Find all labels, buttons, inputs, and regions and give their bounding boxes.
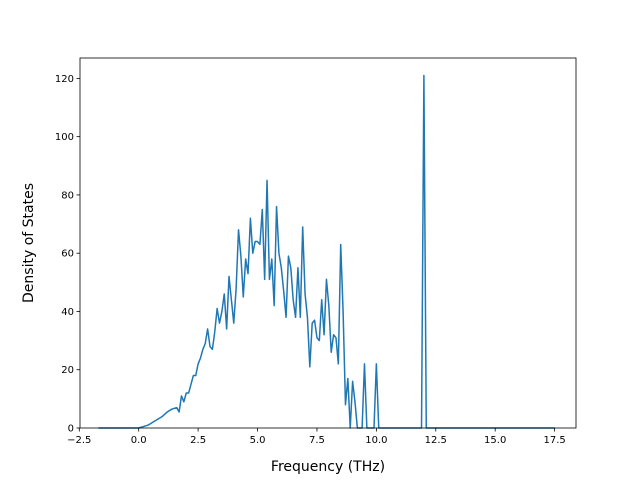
y-tick-label: 120 [55, 74, 74, 85]
y-tick-label: 20 [61, 365, 74, 376]
x-tick-label: 17.5 [543, 435, 565, 446]
plot-area [80, 58, 576, 428]
x-tick-label: 7.5 [309, 435, 325, 446]
x-tick-label: 15.0 [484, 435, 506, 446]
x-tick-label: 5.0 [250, 435, 266, 446]
x-axis-label: Frequency (THz) [271, 459, 385, 475]
x-tick-label: −2.5 [67, 435, 91, 446]
x-tick-label: 12.5 [425, 435, 447, 446]
y-axis-label: Density of States [21, 183, 37, 303]
y-tick-label: 60 [61, 249, 74, 260]
y-tick-label: 0 [68, 424, 74, 435]
plot-frame [79, 57, 577, 429]
y-tick-label: 80 [61, 190, 74, 201]
x-tick-label: 10.0 [365, 435, 387, 446]
y-tick-label: 40 [61, 307, 74, 318]
x-tick-label: 0.0 [131, 435, 147, 446]
y-axis-ticks: 0 20 40 60 80 100 120 [55, 74, 80, 435]
y-tick-label: 100 [55, 132, 74, 143]
x-tick-label: 2.5 [190, 435, 206, 446]
x-axis-ticks: −2.5 0.0 2.5 5.0 7.5 10.0 12.5 15.0 17.5 [67, 428, 566, 446]
